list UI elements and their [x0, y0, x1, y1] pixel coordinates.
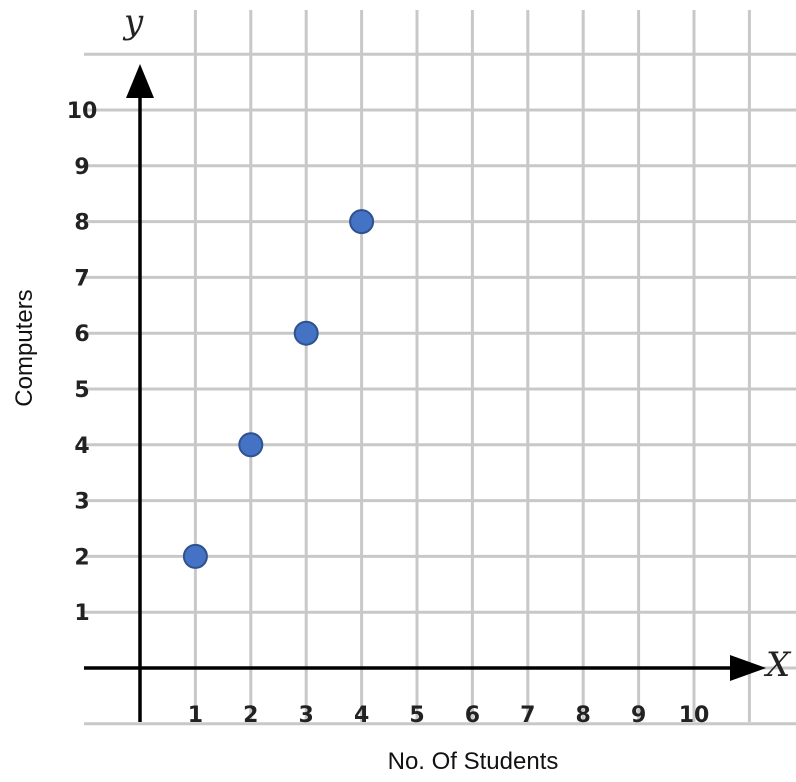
x-tick-label: 1: [188, 703, 203, 728]
data-point: [238, 432, 264, 458]
x-axis-title: No. Of Students: [388, 748, 559, 775]
y-axis-arrow: [126, 64, 154, 98]
axes: [84, 64, 766, 722]
grid: [84, 10, 796, 726]
x-axis-letter: X: [763, 645, 792, 685]
data-point: [182, 543, 208, 569]
x-tick-label: 2: [243, 703, 258, 728]
data-point: [349, 209, 375, 235]
x-tick-label: 8: [576, 703, 591, 728]
y-tick-label: 1: [74, 601, 89, 626]
y-tick-label: 6: [74, 322, 89, 347]
y-axis-title: Computers: [11, 289, 38, 406]
data-points: [182, 209, 375, 569]
x-tick-label: 6: [465, 703, 480, 728]
x-tick-label: 7: [520, 703, 535, 728]
y-tick-label: 8: [74, 211, 89, 236]
y-tick-label: 7: [74, 266, 89, 291]
y-tick-label: 10: [67, 99, 98, 124]
y-tick-label: 5: [74, 378, 89, 403]
y-axis-letter: y: [122, 2, 144, 42]
y-tick-label: 4: [74, 434, 89, 459]
y-tick-label: 9: [74, 155, 89, 180]
y-tick-label: 3: [74, 490, 89, 515]
y-tick-label: 2: [74, 545, 89, 570]
x-tick-label: 3: [299, 703, 314, 728]
data-point: [293, 320, 319, 346]
x-tick-label: 5: [409, 703, 424, 728]
x-tick-label: 9: [631, 703, 646, 728]
x-axis-arrow: [730, 655, 766, 681]
x-tick-label: 4: [354, 703, 369, 728]
tick-labels: 1 2 3 4 5 6 7 8 9 10 1 2 3 4 5 6 7 8 9 10: [67, 99, 710, 728]
x-tick-label: 10: [679, 703, 710, 728]
